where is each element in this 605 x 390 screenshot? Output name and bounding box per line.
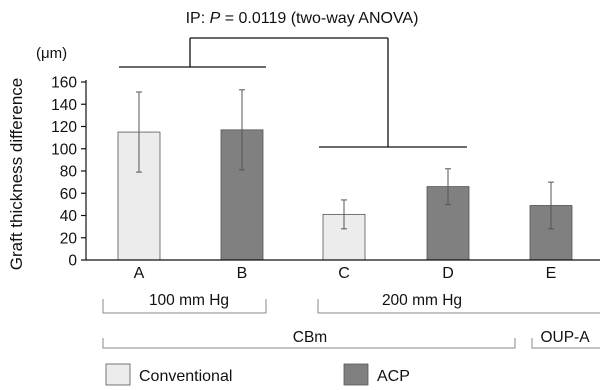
x-tick-label-C: C (338, 265, 350, 282)
x-tick-label-D: D (442, 265, 454, 282)
y-tick-label: 160 (51, 75, 77, 92)
group-label-1: 200 mm Hg (382, 292, 462, 309)
y-tick-label: 100 (51, 141, 77, 158)
group-brackets: 100 mm Hg 200 mm Hg CBm OUP-A (102, 292, 600, 349)
significance-brackets (119, 37, 467, 148)
x-axis: A B C D E (86, 259, 600, 282)
group-bracket-oupa (531, 338, 600, 349)
y-tick-label: 20 (60, 230, 78, 247)
y-tick-label: 0 (68, 253, 77, 270)
group2-label-1: OUP-A (540, 329, 590, 346)
group2-label-0: CBm (293, 329, 327, 346)
group-bracket-200 (317, 299, 600, 314)
legend-label-1: ACP (377, 368, 410, 385)
anova-p: P (210, 10, 221, 27)
legend-swatch-1 (343, 363, 369, 386)
group-bracket-cbm (102, 338, 516, 349)
x-tick-label-E: E (546, 265, 557, 282)
x-tick-label-B: B (237, 265, 248, 282)
y-unit-label: (μm) (36, 45, 67, 62)
anova-annotation: IP: P = 0.0119 (two-way ANOVA) (186, 10, 419, 27)
anova-suffix: = 0.0119 (two-way ANOVA) (220, 10, 418, 27)
y-tick-label: 40 (60, 208, 78, 225)
x-tick-label-A: A (134, 265, 145, 282)
legend-swatch-0 (105, 363, 131, 386)
y-tick-label: 60 (60, 186, 78, 203)
y-tick-label: 140 (51, 97, 77, 114)
bars (117, 89, 573, 261)
y-tick-label: 80 (60, 164, 78, 181)
group-bracket-100 (102, 299, 267, 314)
anova-prefix: IP: (186, 10, 210, 27)
y-tick-label: 120 (51, 119, 77, 136)
y-axis: 0 20 40 60 80 100 120 140 160 (51, 75, 87, 270)
group-label-0: 100 mm Hg (149, 292, 229, 309)
y-axis-label: Graft thickness difference (7, 78, 26, 270)
legend-label-0: Conventional (139, 368, 232, 385)
legend: Conventional ACP (105, 363, 410, 386)
